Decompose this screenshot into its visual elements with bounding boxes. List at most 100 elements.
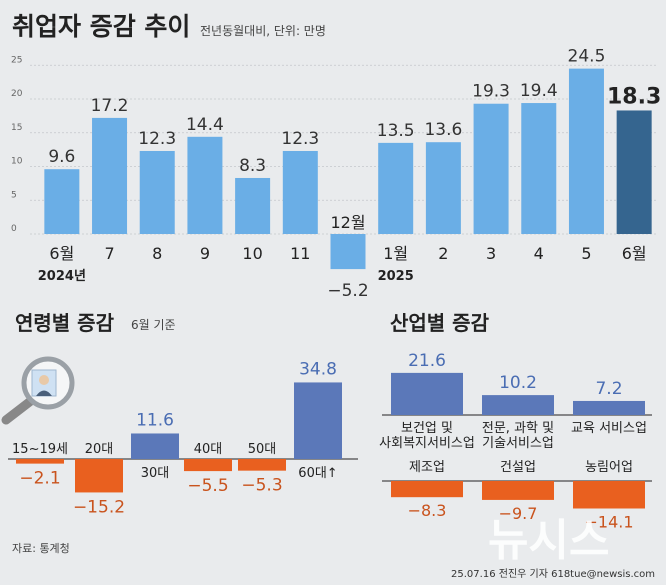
category-label: 교육 서비스업 (571, 421, 647, 436)
category-label: 30대 (141, 466, 170, 481)
value-label: 21.6 (408, 351, 446, 371)
bar (521, 103, 557, 234)
category-label: 60대↑ (298, 466, 337, 481)
value-label: −8.3 (408, 501, 447, 520)
bar (282, 150, 318, 234)
bar (294, 382, 342, 459)
category-label: 2 (438, 244, 448, 263)
value-label: −2.1 (19, 469, 60, 489)
value-label: 24.5 (568, 47, 606, 67)
category-label: 5 (581, 244, 591, 263)
value-label: 18.3 (607, 84, 661, 109)
value-label: 7.2 (595, 379, 622, 399)
main-subtitle: 전년동월대비, 단위: 만명 (200, 24, 326, 38)
category-label: 제조업 (409, 460, 445, 475)
y-tick-label: 10 (11, 157, 23, 167)
category-label: 10 (242, 244, 262, 263)
value-label: 8.3 (239, 156, 266, 176)
category-label: 농림어업 (585, 460, 633, 475)
bar (131, 433, 179, 459)
category-label: 40대 (194, 442, 223, 457)
industry-chart-title: 산업별 증감 (390, 311, 490, 335)
category-label: 3 (486, 244, 496, 263)
bar (573, 481, 645, 509)
bar (184, 459, 232, 472)
value-label: 34.8 (299, 359, 337, 379)
bar (378, 142, 414, 234)
bar (482, 481, 554, 500)
value-label: 12.3 (138, 129, 176, 149)
bar (16, 459, 64, 464)
bar (473, 103, 509, 234)
category-label: 50대 (248, 442, 277, 457)
category-label-line: 보건업 및 (401, 421, 453, 436)
category-label-line: 교육 서비스업 (571, 421, 647, 436)
category-label: 6월 (49, 244, 74, 263)
category-label-line: 전문, 과학 및 (482, 421, 554, 436)
value-label: 12.3 (281, 129, 319, 149)
category-label-line: 기술서비스업 (482, 436, 554, 451)
category-label: 4 (534, 244, 544, 263)
value-label: −15.2 (73, 497, 125, 517)
credit-line: 25.07.16 전진우 기자 618tue@newsis.com (451, 568, 655, 580)
y-tick-label: 0 (11, 224, 17, 234)
bar (616, 110, 652, 234)
y-tick-label: 25 (11, 55, 22, 65)
category-label: 1월 (383, 244, 408, 263)
category-label-line: 사회복지서비스업 (379, 436, 475, 451)
magnifier-icon (1, 356, 75, 425)
value-label: 19.4 (520, 81, 558, 101)
y-tick-label: 20 (11, 89, 23, 99)
bar (92, 117, 128, 234)
value-label: −5.3 (241, 476, 282, 496)
bar (391, 481, 463, 498)
category-label: 6월 (622, 244, 647, 263)
bar (238, 459, 286, 471)
category-label: 15~19세 (12, 442, 68, 457)
bar (425, 142, 461, 234)
category-label: 11 (290, 244, 310, 263)
value-label: −9.7 (499, 504, 538, 523)
category-label: 전문, 과학 및 기술서비스업 (482, 421, 554, 451)
main-title: 취업자 증감 추이 (12, 12, 190, 41)
value-label: −5.5 (187, 476, 228, 496)
bar (44, 169, 80, 234)
y-tick-label: 15 (11, 123, 22, 133)
industry-change-chart: 21.6 보건업 및 사회복지서비스업 10.2 전문, 과학 및 기술서비스업 7.2 교육… (379, 351, 652, 531)
age-change-chart: −2.1 15~19세 −15.2 20대 11.6 30대 −5.5 40대 −5.3 50대 3… (8, 359, 358, 517)
bar (330, 234, 366, 270)
year-label: 2024년 (38, 269, 86, 284)
source-note: 자료: 통계청 (12, 542, 70, 555)
bar (568, 68, 604, 234)
year-label: 2025 (378, 269, 414, 284)
value-label: 11.6 (136, 410, 174, 430)
category-label: 20대 (85, 442, 114, 457)
watermark-logo: 뉴시스 (488, 515, 609, 566)
value-label: 19.3 (472, 82, 510, 102)
bar (482, 395, 554, 415)
category-label: 7 (104, 244, 114, 263)
y-tick-label: 5 (11, 190, 17, 200)
age-chart-subtitle: 6월 기준 (131, 318, 176, 332)
category-label: 건설업 (500, 460, 536, 475)
bar (573, 400, 645, 415)
value-label: 13.6 (424, 120, 462, 140)
category-label: 9 (200, 244, 210, 263)
value-label: −14.1 (584, 512, 633, 531)
category-label: 12월 (330, 213, 365, 232)
category-label: 8 (152, 244, 162, 263)
bar (139, 150, 175, 234)
value-label: 10.2 (499, 373, 537, 393)
age-chart-title: 연령별 증감 (15, 311, 115, 335)
bar (75, 459, 123, 493)
value-label: 17.2 (91, 96, 129, 116)
value-label: 14.4 (186, 115, 224, 135)
value-label: 13.5 (377, 121, 415, 141)
value-label: 9.6 (48, 147, 75, 167)
value-label: −5.2 (327, 281, 368, 301)
category-label: 보건업 및 사회복지서비스업 (379, 421, 475, 451)
bar (391, 372, 463, 415)
bar (235, 177, 271, 234)
bar (187, 136, 223, 234)
